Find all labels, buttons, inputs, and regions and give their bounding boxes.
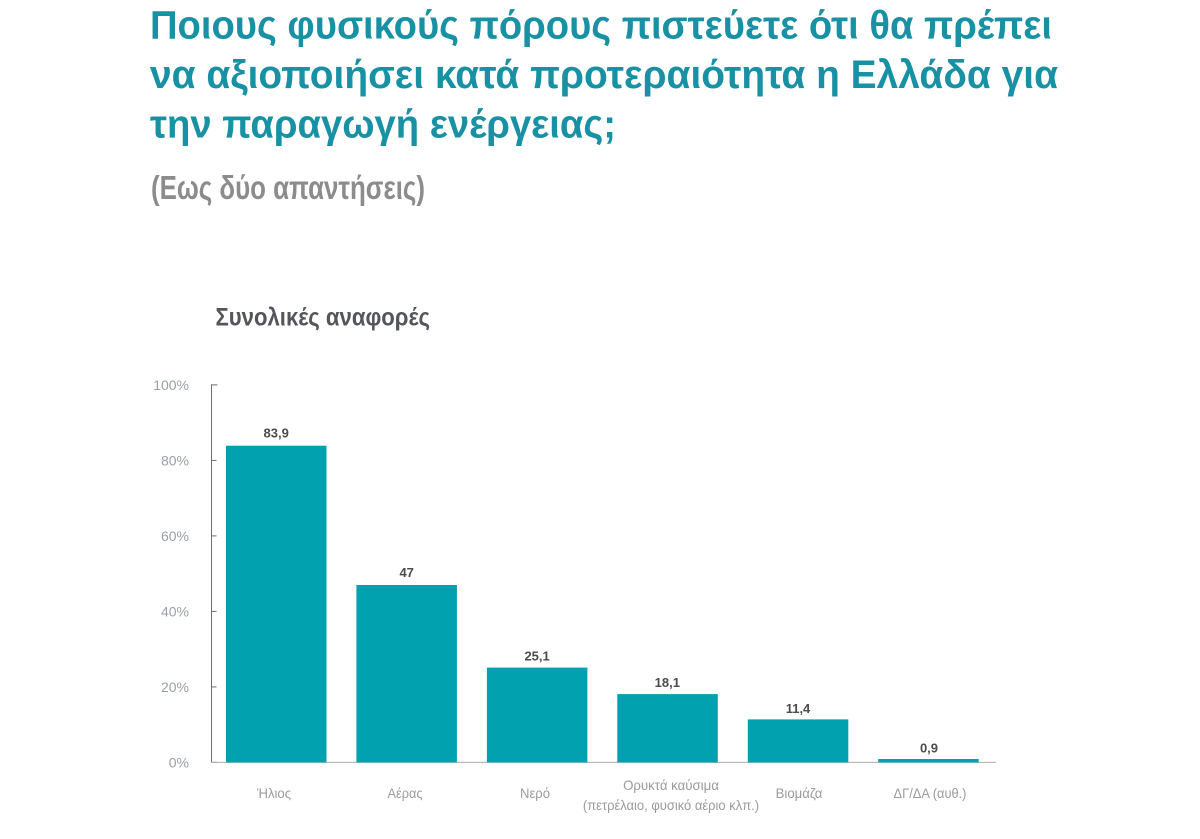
svg-text:60%: 60% [161, 528, 189, 544]
svg-text:20%: 20% [161, 679, 189, 695]
svg-text:11,4: 11,4 [786, 701, 811, 716]
svg-text:Ορυκτά καύσιμα: Ορυκτά καύσιμα [623, 777, 719, 793]
svg-text:40%: 40% [161, 603, 189, 619]
svg-text:83,9: 83,9 [264, 425, 289, 440]
svg-text:80%: 80% [161, 452, 189, 468]
svg-text:Αέρας: Αέρας [388, 785, 423, 801]
svg-text:18,1: 18,1 [655, 675, 680, 690]
svg-text:100%: 100% [153, 377, 189, 393]
svg-text:25,1: 25,1 [524, 649, 549, 664]
svg-text:(πετρέλαιο, φυσικό αέριο κλπ.): (πετρέλαιο, φυσικό αέριο κλπ.) [583, 797, 759, 813]
svg-text:Ποιους φυσικούς πόρους πιστεύε: Ποιους φυσικούς πόρους πιστεύετε ότι θα … [150, 3, 1052, 47]
svg-text:(Εως δύο απαντήσεις): (Εως δύο απαντήσεις) [151, 169, 425, 206]
svg-text:0,9: 0,9 [920, 740, 938, 755]
svg-text:0%: 0% [169, 754, 189, 770]
svg-text:ΔΓ/ΔΑ (αυθ.): ΔΓ/ΔΑ (αυθ.) [894, 785, 967, 801]
svg-text:να αξιοποιήσει κατά προτεραιότ: να αξιοποιήσει κατά προτεραιότητα η Ελλά… [150, 53, 1058, 97]
svg-text:την παραγωγή ενέργειας;: την παραγωγή ενέργειας; [150, 103, 616, 147]
svg-text:Συνολικές αναφορές: Συνολικές αναφορές [216, 304, 431, 332]
svg-text:Βιομάζα: Βιομάζα [776, 785, 823, 801]
svg-text:Νερό: Νερό [520, 785, 550, 801]
svg-text:47: 47 [399, 565, 413, 580]
svg-text:Ήλιος: Ήλιος [256, 785, 291, 801]
